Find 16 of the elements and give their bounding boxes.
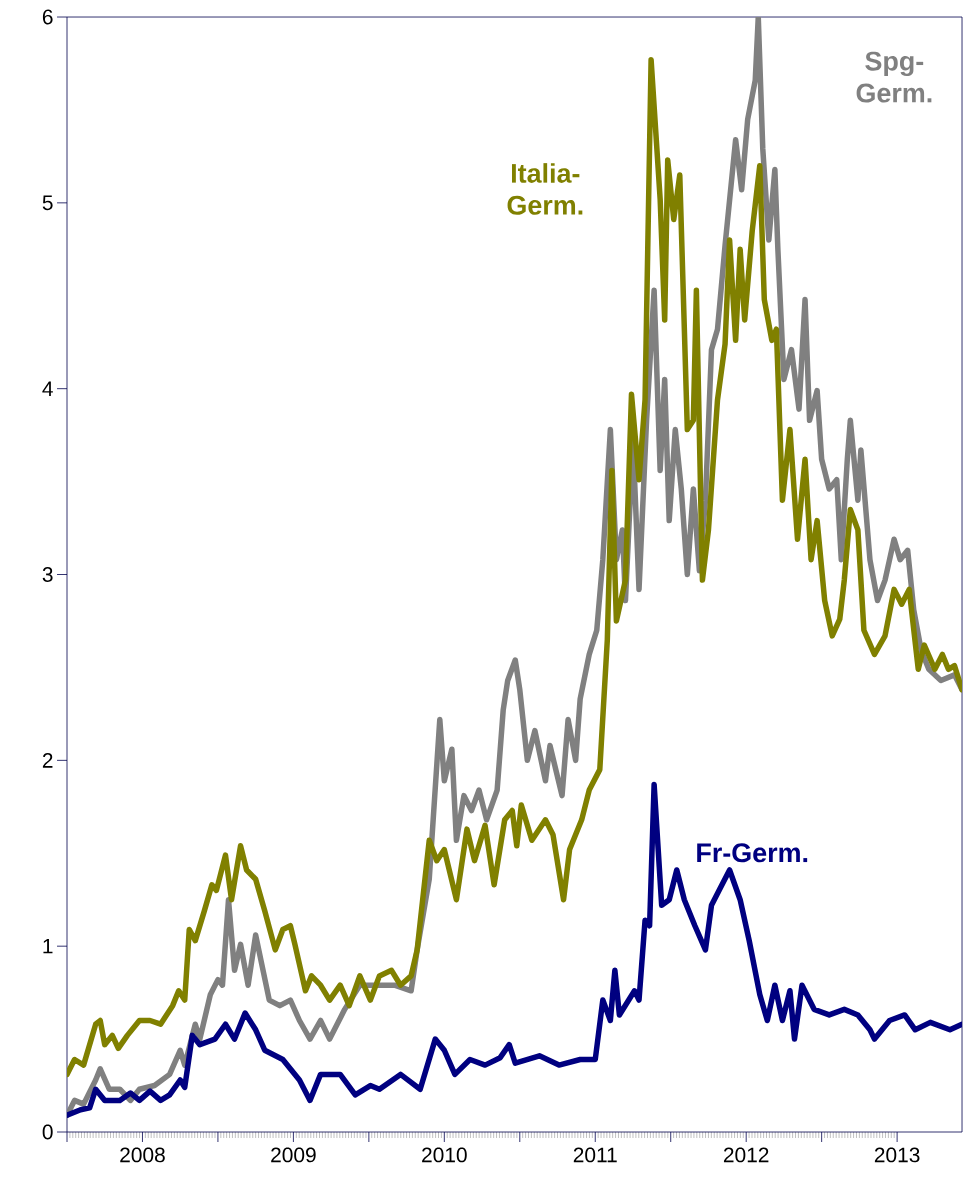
- y-tick-label: 2: [42, 753, 53, 768]
- x-tick-label: 2012: [723, 1147, 769, 1163]
- series-label: Fr-Germ.: [697, 843, 808, 863]
- y-tick-label: 6: [42, 9, 53, 25]
- y-tick-label: 1: [43, 938, 53, 954]
- x-tick-label: 2009: [271, 1147, 316, 1163]
- y-tick-label: 5: [42, 195, 53, 211]
- text: Italia-Germ.: [507, 163, 583, 215]
- x-tick-label: 2010: [422, 1147, 467, 1163]
- text: Spg-Germ.: [856, 51, 932, 103]
- y-tick-label: 3: [42, 567, 53, 582]
- y-tick-label: 0: [42, 1124, 53, 1140]
- x-tick-label: 2008: [120, 1147, 165, 1163]
- y-tick-label: 4: [42, 381, 53, 396]
- x-tick-label: 2013: [874, 1147, 920, 1163]
- x-tick-label: 2011: [573, 1147, 617, 1163]
